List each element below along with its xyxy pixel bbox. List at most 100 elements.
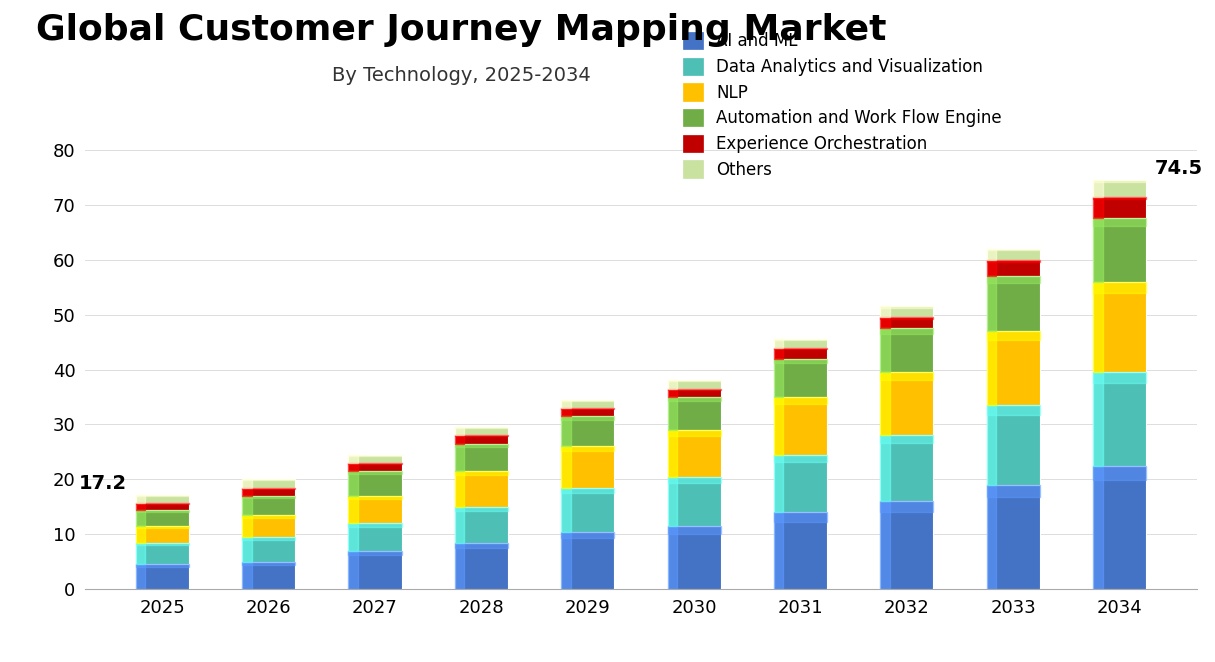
Bar xyxy=(774,397,784,455)
Bar xyxy=(242,479,252,488)
Bar xyxy=(987,260,1040,276)
Bar xyxy=(987,405,1040,485)
Bar xyxy=(774,359,784,397)
Bar xyxy=(136,495,188,503)
Bar xyxy=(774,348,827,349)
Bar xyxy=(454,471,464,507)
Bar xyxy=(667,389,720,390)
Bar xyxy=(987,249,1040,260)
Bar xyxy=(136,542,188,545)
Bar xyxy=(454,444,464,471)
Bar xyxy=(987,249,1040,250)
Text: 17.2: 17.2 xyxy=(79,474,128,493)
Bar xyxy=(987,260,1040,261)
Bar xyxy=(454,436,464,444)
Bar xyxy=(987,260,996,276)
Bar xyxy=(774,512,827,589)
Bar xyxy=(349,551,401,589)
Bar xyxy=(987,331,1040,340)
Bar xyxy=(881,501,889,589)
Bar xyxy=(774,455,827,512)
Bar xyxy=(561,400,571,408)
Bar xyxy=(881,436,933,501)
Bar xyxy=(242,537,295,540)
Bar xyxy=(774,340,827,348)
Bar xyxy=(667,397,720,430)
Bar xyxy=(667,430,677,477)
Bar xyxy=(1094,180,1146,197)
Bar xyxy=(136,542,188,565)
Bar xyxy=(136,510,188,526)
Bar xyxy=(987,485,996,589)
Bar xyxy=(349,523,358,551)
Bar xyxy=(1094,180,1146,182)
Bar xyxy=(667,381,720,389)
Bar xyxy=(881,501,933,589)
Bar xyxy=(667,397,677,430)
Bar xyxy=(881,317,889,328)
Bar xyxy=(349,471,401,496)
Bar xyxy=(774,512,784,589)
Bar xyxy=(561,446,615,488)
Bar xyxy=(1094,465,1146,589)
Bar xyxy=(454,542,464,589)
Bar xyxy=(349,463,401,464)
Bar xyxy=(242,496,252,515)
Bar xyxy=(349,471,401,474)
Bar xyxy=(136,565,145,589)
Bar xyxy=(881,328,889,372)
Bar xyxy=(561,400,615,401)
Bar xyxy=(454,427,464,436)
Bar xyxy=(561,416,571,446)
Bar xyxy=(561,400,615,408)
Bar xyxy=(881,317,933,318)
Bar xyxy=(136,495,188,496)
Bar xyxy=(1094,218,1146,226)
Bar xyxy=(881,372,933,436)
Bar xyxy=(349,496,401,523)
Bar xyxy=(242,496,295,515)
Bar xyxy=(881,436,889,501)
Bar xyxy=(242,515,252,537)
Text: Global Customer Journey Mapping Market: Global Customer Journey Mapping Market xyxy=(36,13,887,47)
Bar xyxy=(1094,218,1146,281)
Bar xyxy=(1094,281,1103,372)
Bar xyxy=(454,542,508,589)
Bar xyxy=(454,507,508,542)
Bar xyxy=(987,249,996,260)
Bar xyxy=(136,503,145,510)
Bar xyxy=(561,446,571,488)
Bar xyxy=(242,479,295,481)
Bar xyxy=(349,463,401,471)
Bar xyxy=(454,436,508,444)
Bar xyxy=(667,389,720,397)
Bar xyxy=(349,463,358,471)
Bar xyxy=(242,515,295,518)
Bar xyxy=(667,381,677,389)
Legend: AI and ML, Data Analytics and Visualization, NLP, Automation and Work Flow Engin: AI and ML, Data Analytics and Visualizat… xyxy=(683,32,1001,179)
Bar xyxy=(136,526,188,542)
Bar xyxy=(1094,197,1146,199)
Bar xyxy=(136,526,145,542)
Bar xyxy=(1094,372,1146,465)
Bar xyxy=(242,496,295,498)
Bar xyxy=(454,427,508,428)
Bar xyxy=(242,562,295,589)
Bar xyxy=(561,408,615,409)
Bar xyxy=(987,405,1040,415)
Bar xyxy=(774,512,827,522)
Bar xyxy=(881,307,933,317)
Bar xyxy=(349,523,401,551)
Bar xyxy=(136,565,188,567)
Bar xyxy=(774,397,827,455)
Bar xyxy=(349,551,358,589)
Bar xyxy=(136,503,188,504)
Bar xyxy=(1094,465,1103,589)
Bar xyxy=(1094,281,1146,372)
Bar xyxy=(667,430,720,477)
Bar xyxy=(242,562,252,589)
Text: By Technology, 2025-2034: By Technology, 2025-2034 xyxy=(333,66,590,85)
Bar xyxy=(987,485,1040,497)
Bar xyxy=(454,471,508,475)
Bar xyxy=(881,501,933,512)
